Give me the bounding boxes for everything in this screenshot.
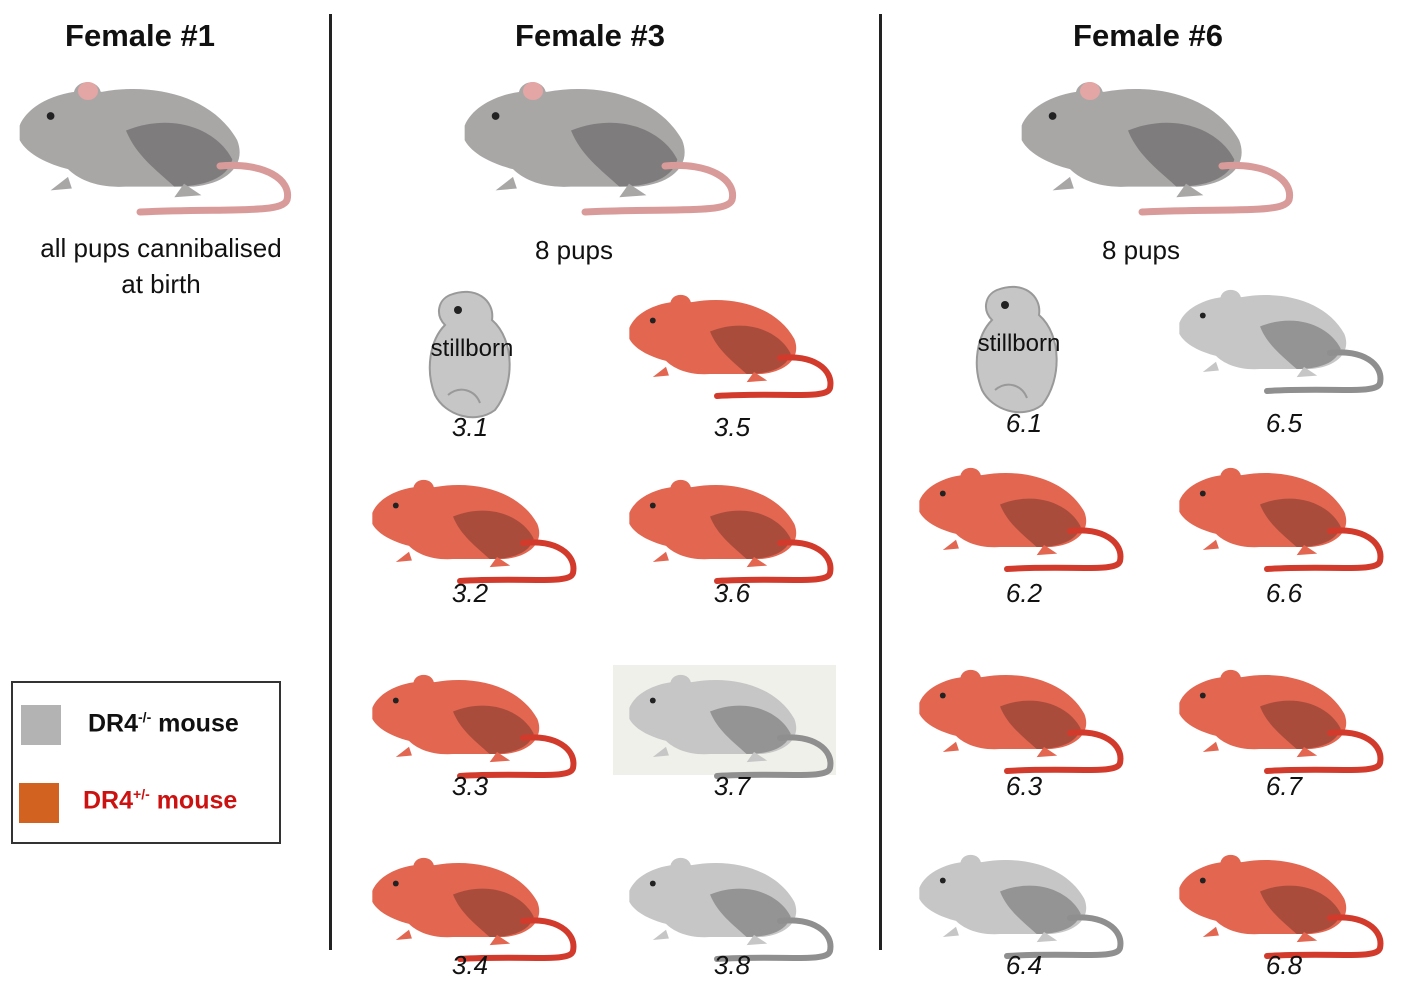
pup-3-7-label: 3.7: [713, 771, 751, 801]
legend-grey-swatch: [21, 705, 61, 745]
pup-3-4-label: 3.4: [451, 950, 489, 980]
female3-note: 8 pups: [534, 235, 614, 265]
pup-6-8-heterozygous-mouse-icon: [1172, 845, 1392, 960]
pup-6-1-stillborn-label: stillborn: [977, 330, 1061, 357]
pup-3-6-label: 3.6: [713, 578, 751, 608]
pup-6-2-label: 6.2: [1005, 578, 1043, 608]
female1-note-line2: at birth: [121, 269, 201, 299]
column-divider: [879, 14, 882, 950]
legend-ko-text: DR4-/- mouse: [88, 709, 239, 738]
pup-3-8-label: 3.8: [713, 950, 751, 980]
female3-title: Female #3: [515, 18, 665, 53]
pup-3-7-knockout-mouse-icon: [622, 665, 842, 780]
pup-6-3-label: 6.3: [1005, 771, 1043, 801]
legend: DR4-/- mouse DR4+/- mouse: [11, 681, 281, 844]
pup-3-3-label: 3.3: [451, 771, 489, 801]
pup-6-3-heterozygous-mouse-icon: [912, 660, 1132, 775]
pup-6-4-knockout-mouse-icon: [912, 845, 1132, 960]
pup-6-5-label: 6.5: [1265, 408, 1303, 438]
pup-6-2-heterozygous-mouse-icon: [912, 458, 1132, 573]
pup-3-1-label: 3.1: [451, 412, 489, 442]
female3-adult-mouse-icon: [455, 70, 745, 220]
legend-orange-swatch: [19, 783, 59, 823]
pup-6-7-heterozygous-mouse-icon: [1172, 660, 1392, 775]
female6-note: 8 pups: [1101, 235, 1181, 265]
pup-3-2-label: 3.2: [451, 578, 489, 608]
female1-adult-mouse-icon: [10, 70, 300, 220]
pup-6-7-label: 6.7: [1265, 771, 1303, 801]
pup-3-6-heterozygous-mouse-icon: [622, 470, 842, 585]
pup-3-4-heterozygous-mouse-icon: [365, 848, 585, 963]
pup-6-6-heterozygous-mouse-icon: [1172, 458, 1392, 573]
pup-6-4-label: 6.4: [1005, 950, 1043, 980]
pup-3-2-heterozygous-mouse-icon: [365, 470, 585, 585]
pup-6-5-knockout-mouse-icon: [1172, 280, 1392, 395]
pup-3-8-knockout-mouse-icon: [622, 848, 842, 963]
pup-3-1-stillborn-label: stillborn: [430, 335, 514, 362]
female6-title: Female #6: [1073, 18, 1223, 53]
legend-het-text: DR4+/- mouse: [83, 786, 238, 815]
pup-6-6-label: 6.6: [1265, 578, 1303, 608]
pup-3-5-label: 3.5: [713, 412, 751, 442]
pup-3-5-heterozygous-mouse-icon: [622, 285, 842, 400]
female6-adult-mouse-icon: [1012, 70, 1302, 220]
pup-6-1-label: 6.1: [1005, 408, 1043, 438]
pup-6-8-label: 6.8: [1265, 950, 1303, 980]
pup-3-3-heterozygous-mouse-icon: [365, 665, 585, 780]
female1-note-line1: all pups cannibalised: [40, 233, 282, 263]
female1-title: Female #1: [65, 18, 215, 53]
column-divider: [329, 14, 332, 950]
